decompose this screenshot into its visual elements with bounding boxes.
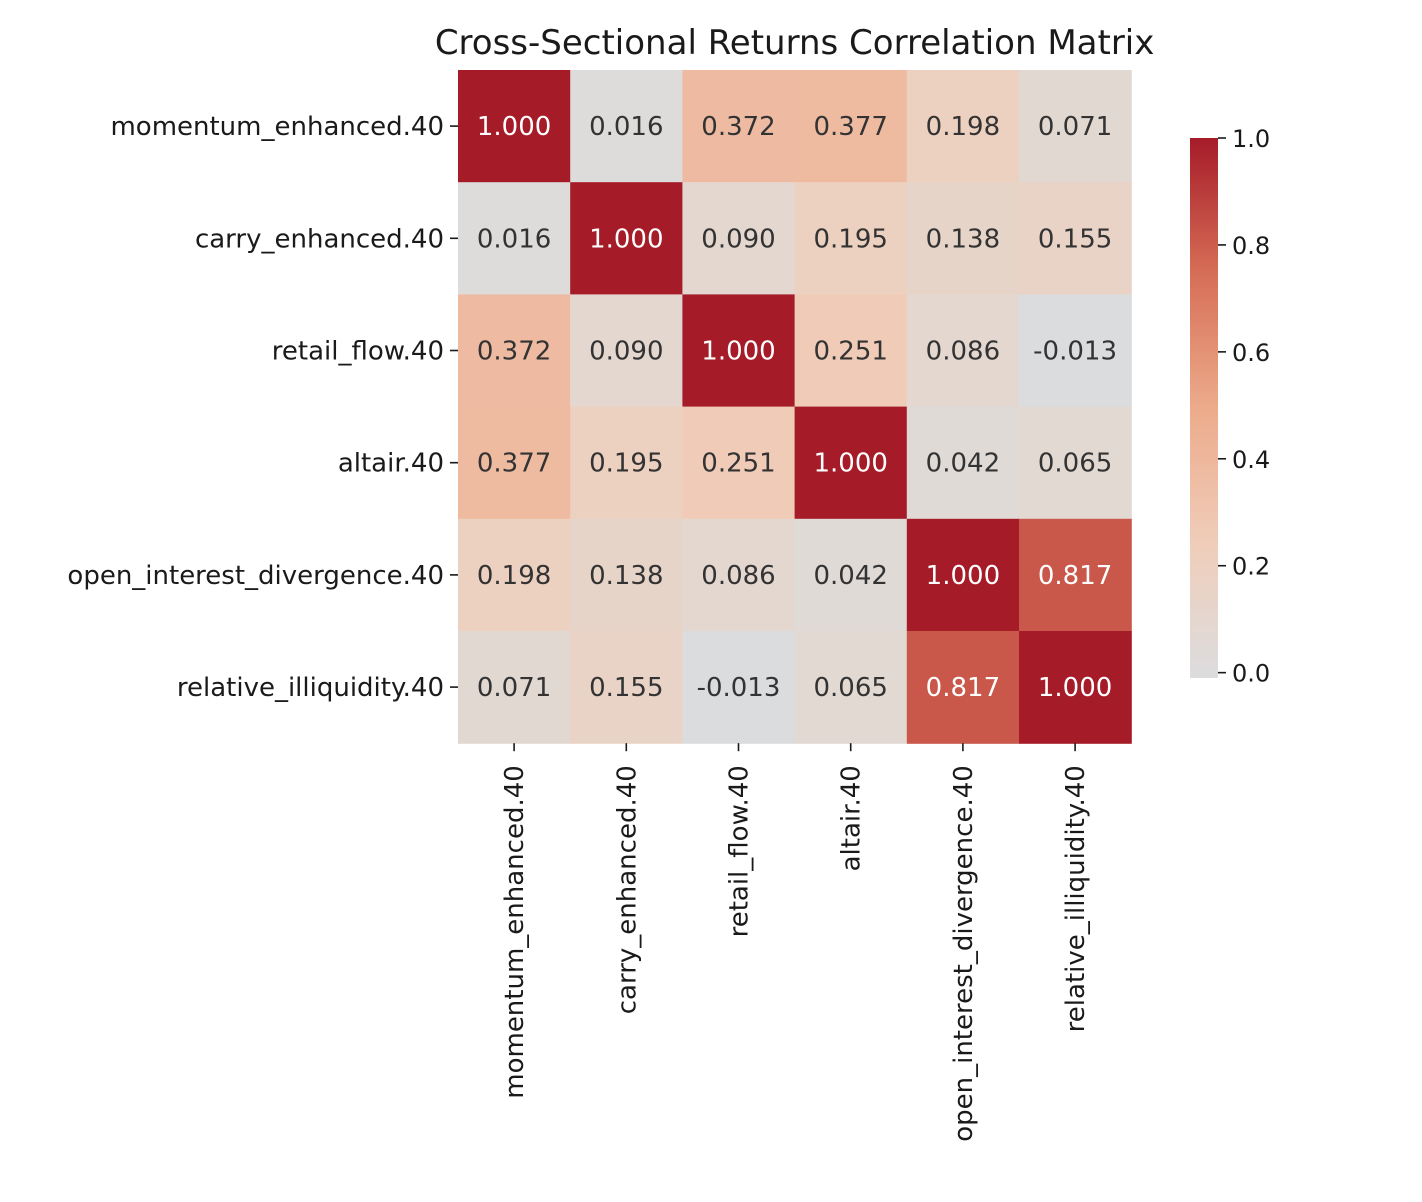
heatmap-cell <box>458 518 571 632</box>
cell-value-label: 0.090 <box>589 337 663 367</box>
colorbar-tick-label: 0.2 <box>1232 553 1270 581</box>
heatmap-cell <box>906 182 1020 295</box>
heatmap-cell <box>682 631 796 744</box>
cell-value-label: 0.016 <box>477 224 551 254</box>
cell-value-label: 0.372 <box>477 337 551 367</box>
heatmap-cell <box>1019 182 1132 295</box>
cell-value-label: 0.195 <box>813 224 887 254</box>
cell-value-label: 0.086 <box>926 337 1000 367</box>
cell-value-label: 1.000 <box>477 112 551 142</box>
heatmap-cell <box>794 406 908 520</box>
heatmap-cell <box>1019 631 1132 744</box>
cell-value-label: -0.013 <box>697 673 781 703</box>
cell-value-label: 0.817 <box>1038 561 1112 591</box>
heatmap-cells: 1.000 0.016 0.372 0.377 0.198 0.071 0.016 1.000… <box>458 70 1132 744</box>
column-label: momentum_enhanced.40 <box>500 765 530 1099</box>
heatmap-cell <box>682 70 796 183</box>
cell-value-label: 0.071 <box>477 673 551 703</box>
cell-value-label: 0.086 <box>701 561 775 591</box>
cell-value-label: 0.817 <box>926 673 1000 703</box>
colorbar-tick-label: 0.4 <box>1232 446 1270 474</box>
heatmap-cell <box>570 70 683 183</box>
colorbar-tick-label: 0.0 <box>1232 660 1270 688</box>
heatmap-cell <box>794 70 908 183</box>
heatmap-cell <box>1019 70 1132 183</box>
heatmap-cell <box>458 631 571 744</box>
row-label: relative_illiquidity.40 <box>177 673 444 703</box>
cell-value-label: 0.090 <box>701 224 775 254</box>
heatmap-cell <box>906 518 1020 632</box>
heatmap-cell <box>570 294 683 408</box>
row-labels: momentum_enhanced.40 carry_enhanced.40ret… <box>67 112 458 703</box>
heatmap-cell <box>570 406 683 520</box>
colorbar: 0.0 0.2 0.4 0.6 0.8 1.0 <box>1190 125 1270 688</box>
cell-value-label: 0.155 <box>1038 224 1112 254</box>
cell-value-label: -0.013 <box>1033 337 1117 367</box>
heatmap-cell <box>906 70 1020 183</box>
colorbar-gradient <box>1190 138 1218 678</box>
heatmap-cell <box>906 631 1020 744</box>
heatmap-cell <box>458 294 571 408</box>
cell-value-label: 0.071 <box>1038 112 1112 142</box>
chart-title: Cross-Sectional Returns Correlation Matr… <box>435 23 1155 63</box>
cell-value-label: 0.377 <box>813 112 887 142</box>
row-label: momentum_enhanced.40 <box>110 112 444 142</box>
cell-value-label: 0.198 <box>926 112 1000 142</box>
heatmap-cell <box>1019 518 1132 632</box>
row-label: retail_flow.40 <box>272 337 444 367</box>
column-label: carry_enhanced.40 <box>612 765 642 1014</box>
colorbar-tick-label: 0.6 <box>1232 339 1270 367</box>
cell-value-label: 0.377 <box>477 449 551 479</box>
cell-value-label: 0.251 <box>813 337 887 367</box>
cell-value-label: 1.000 <box>813 449 887 479</box>
cell-value-label: 0.065 <box>1038 449 1112 479</box>
heatmap-cell <box>570 631 683 744</box>
column-label: altair.40 <box>837 765 867 871</box>
heatmap-cell <box>570 518 683 632</box>
heatmap-cell <box>682 518 796 632</box>
cell-value-label: 0.138 <box>589 561 663 591</box>
cell-value-label: 0.065 <box>813 673 887 703</box>
column-labels: momentum_enhanced.40 carry_enhanced.40 ret… <box>500 743 1091 1142</box>
heatmap-cell <box>906 406 1020 520</box>
column-label: retail_flow.40 <box>725 765 755 937</box>
heatmap-cell <box>458 406 571 520</box>
row-label: altair.40 <box>338 449 444 479</box>
column-label: open_interest_divergence.40 <box>949 765 979 1142</box>
heatmap-cell <box>682 406 796 520</box>
heatmap-cell <box>682 182 796 295</box>
cell-value-label: 0.138 <box>926 224 1000 254</box>
colorbar-tick-label: 1.0 <box>1232 125 1270 153</box>
row-label: open_interest_divergence.40 <box>67 561 444 591</box>
heatmap-cell <box>794 631 908 744</box>
cell-value-label: 1.000 <box>1038 673 1112 703</box>
colorbar-tick-label: 0.8 <box>1232 232 1270 260</box>
cell-value-label: 1.000 <box>926 561 1000 591</box>
heatmap-cell <box>794 182 908 295</box>
heatmap-cell <box>682 294 796 408</box>
heatmap-cell <box>458 182 571 295</box>
cell-value-label: 0.195 <box>589 449 663 479</box>
cell-value-label: 0.155 <box>589 673 663 703</box>
cell-value-label: 1.000 <box>589 224 663 254</box>
heatmap-cell <box>794 294 908 408</box>
heatmap-cell <box>1019 406 1132 520</box>
cell-value-label: 0.042 <box>813 561 887 591</box>
heatmap-cell <box>570 182 683 295</box>
cell-value-label: 0.042 <box>926 449 1000 479</box>
heatmap-cell <box>458 70 571 183</box>
cell-value-label: 1.000 <box>701 337 775 367</box>
heatmap-cell <box>906 294 1020 408</box>
row-label: carry_enhanced.40 <box>195 224 444 254</box>
cell-value-label: 0.251 <box>701 449 775 479</box>
heatmap-cell <box>794 518 908 632</box>
cell-value-label: 0.016 <box>589 112 663 142</box>
cell-value-label: 0.372 <box>701 112 775 142</box>
column-label: relative_illiquidity.40 <box>1061 765 1091 1032</box>
cell-value-label: 0.198 <box>477 561 551 591</box>
heatmap-cell <box>1019 294 1132 408</box>
